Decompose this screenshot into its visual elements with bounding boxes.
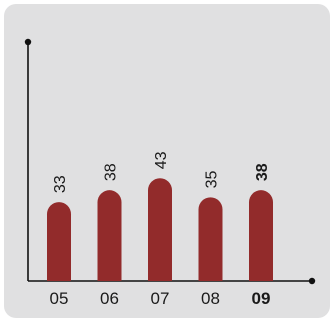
value-labels: 33 38 43 35 38 <box>52 151 271 193</box>
x-tick-08: 08 <box>201 289 220 308</box>
value-label-05: 33 <box>52 175 69 193</box>
value-label-09: 38 <box>254 163 271 181</box>
bar-05 <box>47 202 71 281</box>
bar-09 <box>249 190 273 281</box>
x-tick-labels: 05 06 07 08 09 <box>50 289 271 308</box>
x-tick-05: 05 <box>50 289 69 308</box>
x-tick-07: 07 <box>151 289 170 308</box>
bar-series <box>47 178 273 281</box>
y-axis-end-dot <box>24 38 32 46</box>
x-axis-end-dot <box>308 277 316 285</box>
x-tick-06: 06 <box>100 289 119 308</box>
value-label-08: 35 <box>204 170 221 188</box>
value-label-06: 38 <box>103 163 120 181</box>
bar-06 <box>97 190 122 281</box>
x-tick-09: 09 <box>252 289 271 308</box>
bar-08 <box>198 197 223 281</box>
bar-07 <box>148 178 172 281</box>
value-label-07: 43 <box>153 151 170 169</box>
